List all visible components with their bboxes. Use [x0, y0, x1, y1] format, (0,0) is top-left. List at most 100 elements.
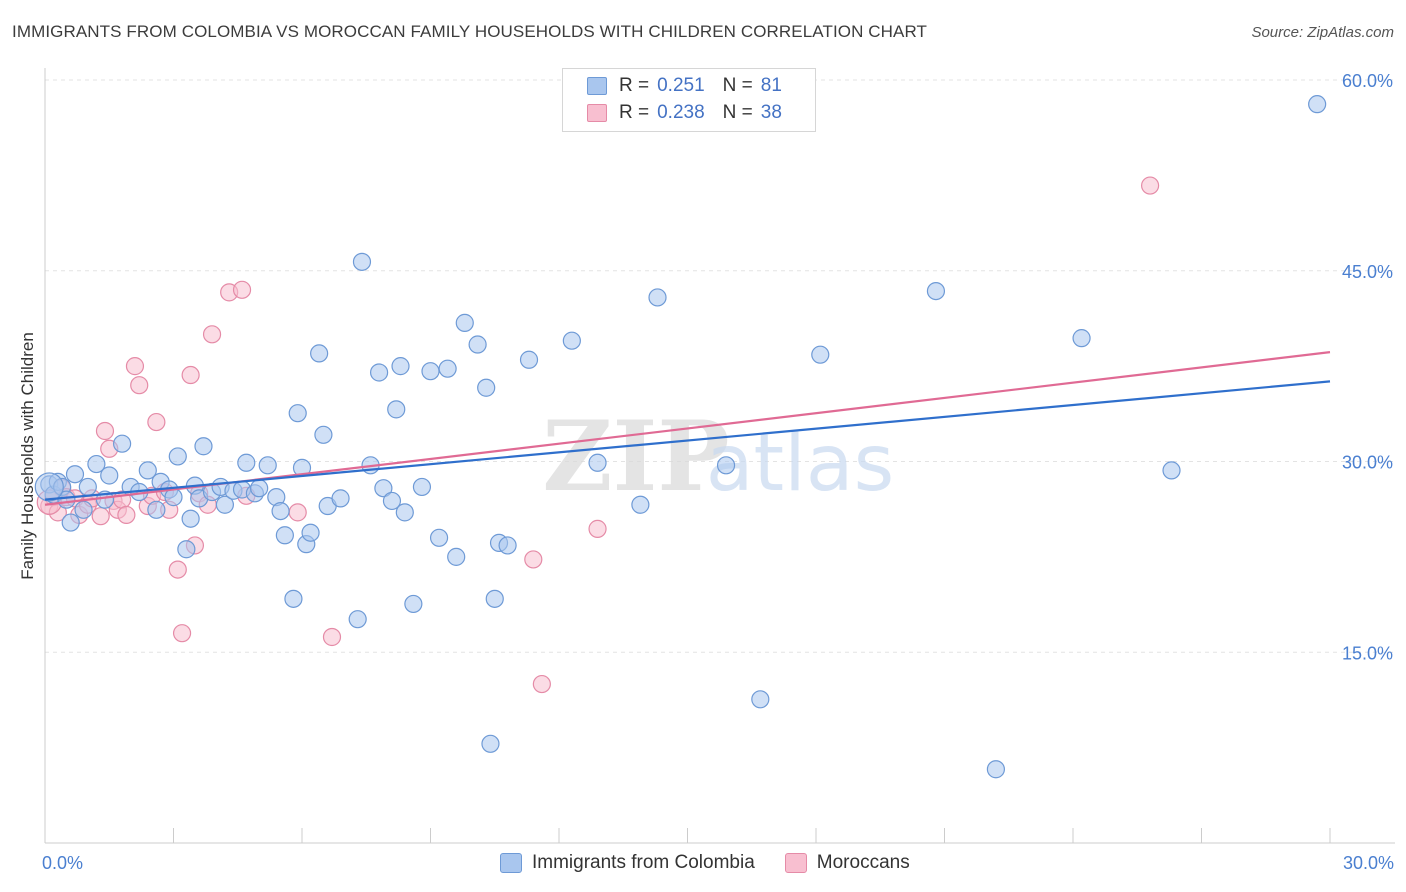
- r-label: R =: [619, 102, 650, 123]
- colombia-point: [138, 461, 157, 480]
- moroccans-point: [147, 412, 166, 432]
- colombia-point: [447, 547, 466, 566]
- colombia-point: [181, 509, 200, 528]
- colombia-point: [147, 500, 166, 519]
- moroccans-point: [125, 357, 145, 376]
- colombia-point: [498, 536, 517, 555]
- colombia-point: [310, 344, 329, 363]
- r-label: R =: [619, 75, 650, 96]
- legend-row-moroccans: R = 0.238 N = 38: [587, 100, 782, 126]
- colombia-point: [87, 454, 106, 474]
- colombia-point: [301, 523, 320, 542]
- r-value: 0.251: [657, 75, 705, 96]
- moroccans-point: [117, 505, 136, 525]
- y-tick-label: 45.0%: [1342, 262, 1393, 282]
- colombia-point: [412, 477, 432, 497]
- colombia-point: [177, 540, 196, 559]
- colombia-point: [284, 589, 303, 608]
- colombia-point: [65, 465, 85, 484]
- colombia-point: [168, 447, 187, 466]
- series-legend: Immigrants from Colombia Moroccans: [500, 852, 940, 874]
- colombia-legend-swatch: [500, 853, 522, 873]
- colombia-cluster-point: [34, 472, 64, 502]
- moroccans-point: [181, 365, 200, 385]
- colombia-point: [751, 690, 770, 709]
- colombia-point: [271, 501, 290, 521]
- source-credit: Source: ZipAtlas.com: [1251, 24, 1394, 41]
- moroccans-point: [532, 674, 551, 694]
- colombia-point: [421, 362, 440, 381]
- tick-labels: 15.0% 30.0% 45.0% 60.0% 0.0% 30.0%: [42, 71, 1394, 873]
- colombia-point: [631, 495, 650, 514]
- trend-lines: [44, 351, 1331, 506]
- moroccans-point: [202, 325, 222, 344]
- colombia-point: [61, 513, 80, 532]
- colombia-points: [34, 95, 1327, 779]
- colombia-point: [74, 500, 93, 519]
- x-tick-label-max: 30.0%: [1343, 853, 1394, 873]
- colombia-point: [258, 456, 277, 475]
- colombia-point: [648, 288, 667, 307]
- colombia-point: [100, 466, 119, 485]
- colombia-point: [237, 453, 256, 472]
- colombia-point: [215, 495, 234, 514]
- colombia-point: [391, 357, 410, 376]
- moroccans-point: [91, 507, 110, 526]
- chart-title: IMMIGRANTS FROM COLOMBIA VS MOROCCAN FAM…: [12, 22, 928, 41]
- moroccans-point: [1140, 176, 1160, 195]
- n-label: N =: [722, 102, 753, 123]
- colombia-point: [275, 526, 294, 545]
- correlation-legend: R = 0.251 N = 81 R = 0.238 N = 38: [562, 68, 816, 132]
- colombia-point: [374, 479, 393, 498]
- axes: [44, 68, 1395, 844]
- colombia-trend-line: [44, 380, 1331, 501]
- colombia-point: [348, 610, 367, 629]
- watermark: ZIP atlas: [542, 400, 894, 513]
- colombia-point: [562, 331, 581, 350]
- moroccans-point: [524, 550, 543, 569]
- r-value: 0.238: [657, 102, 705, 123]
- n-label: N =: [722, 75, 753, 96]
- colombia-point: [331, 489, 350, 508]
- colombia-point: [429, 528, 449, 547]
- y-tick-label: 60.0%: [1342, 71, 1393, 91]
- colombia-point: [716, 456, 736, 475]
- legend-label-moroccans: Moroccans: [816, 852, 910, 873]
- moroccans-point: [130, 376, 149, 395]
- x-tick-label-min: 0.0%: [42, 853, 83, 873]
- colombia-point: [481, 734, 500, 753]
- colombia-point: [112, 434, 132, 453]
- colombia-point: [519, 350, 539, 369]
- colombia-swatch: [587, 77, 607, 95]
- colombia-point: [194, 437, 213, 456]
- moroccans-point: [288, 503, 307, 522]
- moroccans-point: [168, 560, 187, 579]
- colombia-point: [352, 252, 372, 271]
- colombia-point: [477, 378, 496, 397]
- colombia-point: [1162, 461, 1181, 480]
- moroccans-swatch: [587, 104, 607, 122]
- colombia-point: [57, 490, 76, 509]
- moroccans-point: [588, 519, 607, 538]
- n-value: 81: [760, 75, 782, 96]
- watermark-atlas: atlas: [706, 419, 895, 509]
- legend-row-colombia: R = 0.251 N = 81: [587, 73, 782, 99]
- moroccans-point: [322, 627, 342, 647]
- colombia-point: [370, 363, 389, 382]
- moroccans-legend-swatch: [784, 853, 807, 873]
- moroccans-point: [172, 624, 192, 643]
- legend-label-colombia: Immigrants from Colombia: [532, 852, 755, 873]
- colombia-point: [382, 491, 402, 511]
- colombia-point: [1072, 329, 1091, 348]
- colombia-point: [404, 594, 423, 614]
- gridlines: [45, 79, 1395, 653]
- n-value: 38: [760, 102, 782, 123]
- colombia-point: [588, 453, 607, 472]
- y-tick-label: 15.0%: [1342, 643, 1393, 663]
- colombia-point: [926, 281, 946, 301]
- legend-item-moroccans: Moroccans: [784, 852, 910, 874]
- colombia-point: [395, 503, 414, 522]
- colombia-point: [438, 359, 457, 378]
- colombia-point: [1308, 95, 1327, 114]
